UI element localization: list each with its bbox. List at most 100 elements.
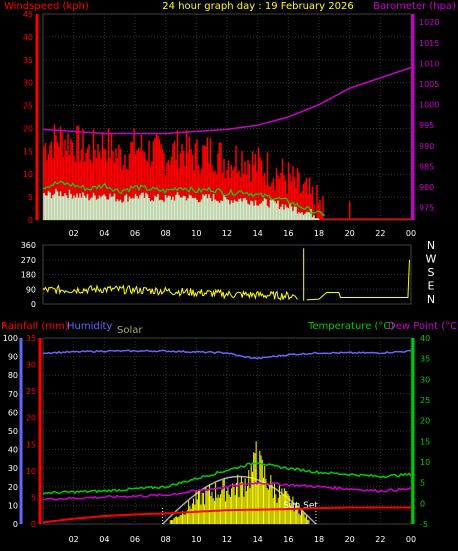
humidity-tick-label: 30 [8,464,18,473]
hour-tick-label: 02 [69,535,79,544]
humidity-tick-label: 0 [13,520,18,529]
direction-tick-label: 90 [26,285,36,294]
direction-tick-label: 270 [21,256,36,265]
barometer-tick-label: 1020 [419,18,439,27]
hour-tick-label: 04 [99,535,109,544]
hour-tick-label: 00 [406,535,416,544]
windspeed-tick-label: 10 [23,170,33,179]
direction-line [42,284,298,301]
hour-tick-label: 18 [314,229,324,238]
barometer-tick-label: 990 [419,142,434,151]
compass-label: N [427,293,435,306]
windspeed-tick-label: 20 [23,124,33,133]
hour-tick-label: 16 [283,535,293,544]
rainfall-tick-label: 20 [26,414,36,423]
compass-label: E [428,280,435,293]
temperature-tick-label: 35 [420,355,430,364]
barometer-tick-label: 985 [419,162,434,171]
hour-tick-label: 12 [222,229,232,238]
humidity-tick-label: 80 [8,371,18,380]
rainfall-axis-label: Rainfall (mm) [1,321,69,332]
hour-tick-label: 10 [191,535,201,544]
compass-label: W [426,253,437,266]
temperature-tick-label: 40 [420,334,430,343]
hour-tick-label: 08 [161,229,171,238]
avg-wind-line [42,180,326,217]
rainfall-tick-label: 5 [31,493,36,502]
rainfall-tick-label: 30 [26,361,36,370]
windspeed-tick-label: 45 [23,10,33,19]
solar-label: Solar [117,325,143,336]
humidity-axis-label: Humidity [67,321,112,332]
hour-tick-label: 10 [191,229,201,238]
humidity-tick-label: 70 [8,390,18,399]
windspeed-tick-label: 15 [23,147,33,156]
hour-tick-label: 14 [253,229,263,238]
hour-tick-label: 04 [99,229,109,238]
windspeed-tick-label: 35 [23,56,33,65]
temperature-tick-label: 30 [420,375,430,384]
temperature-tick-label: 15 [420,437,430,446]
hour-tick-label: 16 [283,229,293,238]
direction-tick-label: 0 [31,300,36,309]
compass-label: S [428,266,435,279]
barometer-tick-label: 1010 [419,59,439,68]
direction-line-late [306,259,410,301]
windspeed-tick-label: 5 [28,193,33,202]
humidity-tick-label: 40 [8,446,18,455]
barometer-tick-label: 1000 [419,101,439,110]
graph-title: 24 hour graph day : 19 February 2026 [162,1,353,12]
hour-tick-label: 20 [345,229,355,238]
humidity-tick-label: 10 [8,501,18,510]
dewpoint-axis-label: Dew Point (°C) [388,321,458,332]
humidity-tick-label: 90 [8,353,18,362]
temperature-tick-label: 10 [420,458,430,467]
barometer-tick-label: 975 [419,204,434,213]
humidity-line [42,349,412,360]
hour-tick-label: 08 [161,535,171,544]
humidity-tick-label: 60 [8,408,18,417]
humidity-tick-label: 50 [8,427,18,436]
temperature-tick-label: 25 [420,396,430,405]
rainfall-tick-label: 35 [26,334,36,343]
temperature-axis-label: Temperature (°C) [307,321,394,332]
hour-tick-label: 02 [69,229,79,238]
windspeed-tick-label: 30 [23,79,33,88]
hour-tick-label: 22 [375,535,385,544]
temperature-tick-label: 20 [420,417,430,426]
rainfall-line [42,506,411,524]
barometer-tick-label: 1005 [419,80,439,89]
temperature-tick-label: 0 [420,499,425,508]
temperature-tick-label: 5 [420,479,425,488]
barometer-tick-label: 1015 [419,39,439,48]
barometer-tick-label: 980 [419,183,434,192]
rainfall-tick-label: 15 [26,440,36,449]
barometer-line [42,66,412,135]
temperature-line [42,462,412,495]
humidity-tick-label: 100 [3,334,18,343]
windspeed-tick-label: 40 [23,33,33,42]
rainfall-tick-label: 0 [31,520,36,529]
hour-tick-label: 14 [253,535,263,544]
hour-tick-label: 18 [314,535,324,544]
windspeed-tick-label: 0 [28,216,33,225]
hour-tick-label: 06 [130,229,140,238]
dewpoint-line [42,481,412,501]
theoretical-solar-curve [162,475,317,525]
hour-tick-label: 06 [130,535,140,544]
windspeed-tick-label: 25 [23,102,33,111]
hour-tick-label: 00 [406,229,416,238]
sunset-label: Sun Set [283,501,318,511]
windspeed-axis-label: Windspeed (kph) [4,1,89,12]
hour-tick-label: 20 [345,535,355,544]
hour-tick-label: 12 [222,535,232,544]
compass-label: N [427,239,435,252]
hour-tick-label: 22 [375,229,385,238]
temperature-tick-label: -5 [420,520,428,529]
barometer-tick-label: 995 [419,121,434,130]
rainfall-tick-label: 25 [26,387,36,396]
barometer-axis-label: Barometer (hpa) [373,1,456,12]
direction-tick-label: 180 [21,271,36,280]
humidity-tick-label: 20 [8,483,18,492]
